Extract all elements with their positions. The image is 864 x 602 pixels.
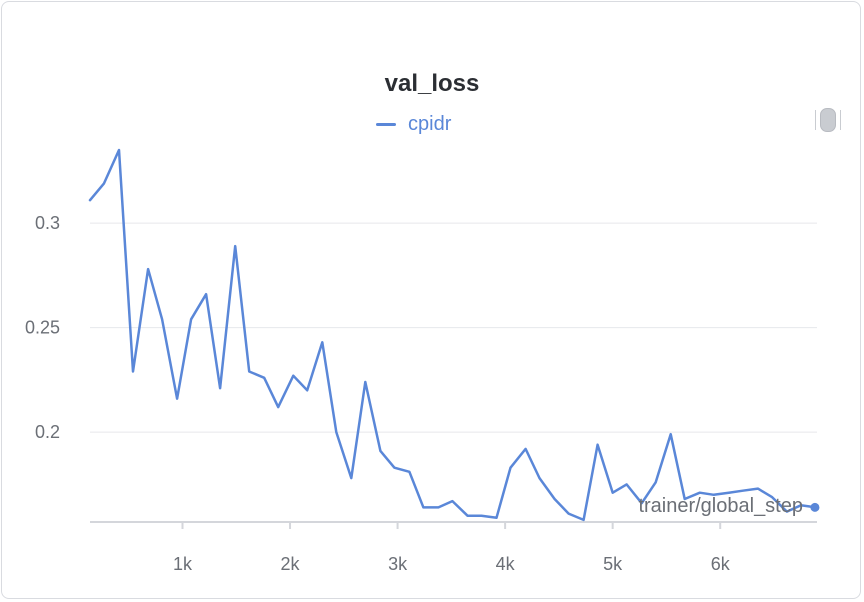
legend[interactable]: cpidr xyxy=(376,112,451,136)
legend-swatch xyxy=(376,122,396,126)
y-tick-label: 0.3 xyxy=(35,213,60,233)
legend-label-cpidr: cpidr xyxy=(408,112,452,135)
chart-title: val_loss xyxy=(384,70,480,97)
handle-knob xyxy=(820,108,836,132)
y-tick-label: 0.25 xyxy=(25,318,60,338)
series-layer xyxy=(88,148,820,522)
x-axis-title: trainer/global_step xyxy=(638,495,803,517)
drag-handle-icon[interactable] xyxy=(815,107,841,133)
handle-bar-right xyxy=(840,110,841,130)
handle-bar-left xyxy=(815,110,816,130)
x-tick-label: 2k xyxy=(281,554,301,574)
y-tick-label: 0.2 xyxy=(35,422,60,442)
x-tick-label: 6k xyxy=(711,554,731,574)
x-tick-label: 5k xyxy=(603,554,623,574)
axis-layer xyxy=(90,521,817,529)
x-tick-label: 4k xyxy=(496,554,516,574)
x-tick-label: 1k xyxy=(173,554,193,574)
series-end-marker xyxy=(810,502,820,512)
grid-layer xyxy=(90,222,817,433)
x-tick-label: 3k xyxy=(388,554,408,574)
label-layer: 0.2 0.25 0.3 1k 2k 3k 4k 5k 6k trainer/global_ste… xyxy=(25,213,803,574)
series-line-cpidr xyxy=(88,148,818,522)
